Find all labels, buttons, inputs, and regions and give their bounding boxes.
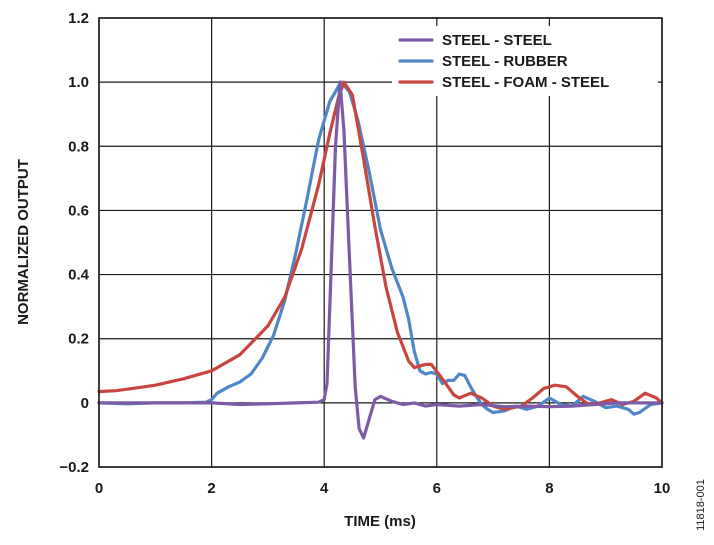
y-tick-label: 1.2 [68, 10, 89, 27]
x-axis-label: TIME (ms) [344, 513, 416, 530]
y-tick-label: 0.4 [68, 267, 90, 284]
legend-background [392, 26, 658, 96]
figure-id: 11818-001 [695, 479, 707, 531]
y-tick-label: −0.2 [59, 459, 89, 476]
y-axis-label: NORMALIZED OUTPUT [15, 159, 32, 325]
y-tick-label: 0.2 [68, 331, 89, 348]
x-tick-label: 2 [207, 480, 215, 497]
x-tick-label: 0 [95, 480, 103, 497]
x-tick-label: 8 [545, 480, 553, 497]
y-tick-labels: −0.2 0 0.2 0.4 0.6 0.8 1.0 1.2 [59, 10, 89, 476]
x-tick-label: 4 [320, 480, 329, 497]
series-line [97, 80, 664, 411]
x-tick-label: 6 [433, 480, 441, 497]
y-tick-label: 0 [81, 395, 89, 412]
series-lines [97, 80, 664, 440]
plot-frame [98, 17, 663, 468]
legend: STEEL - STEEL STEEL - RUBBER STEEL - FOAM … [392, 26, 658, 96]
x-tick-labels: 0 2 4 6 8 10 [95, 480, 671, 497]
y-tick-label: 1.0 [68, 74, 89, 91]
series-line [97, 80, 664, 440]
x-tick-label: 10 [654, 480, 671, 497]
series-line [97, 80, 664, 416]
y-tick-label: 0.8 [68, 138, 89, 155]
y-tick-label: 0.6 [68, 202, 89, 219]
legend-label: STEEL - FOAM - STEEL [442, 74, 609, 91]
legend-label: STEEL - RUBBER [442, 53, 568, 70]
legend-label: STEEL - STEEL [442, 32, 552, 49]
